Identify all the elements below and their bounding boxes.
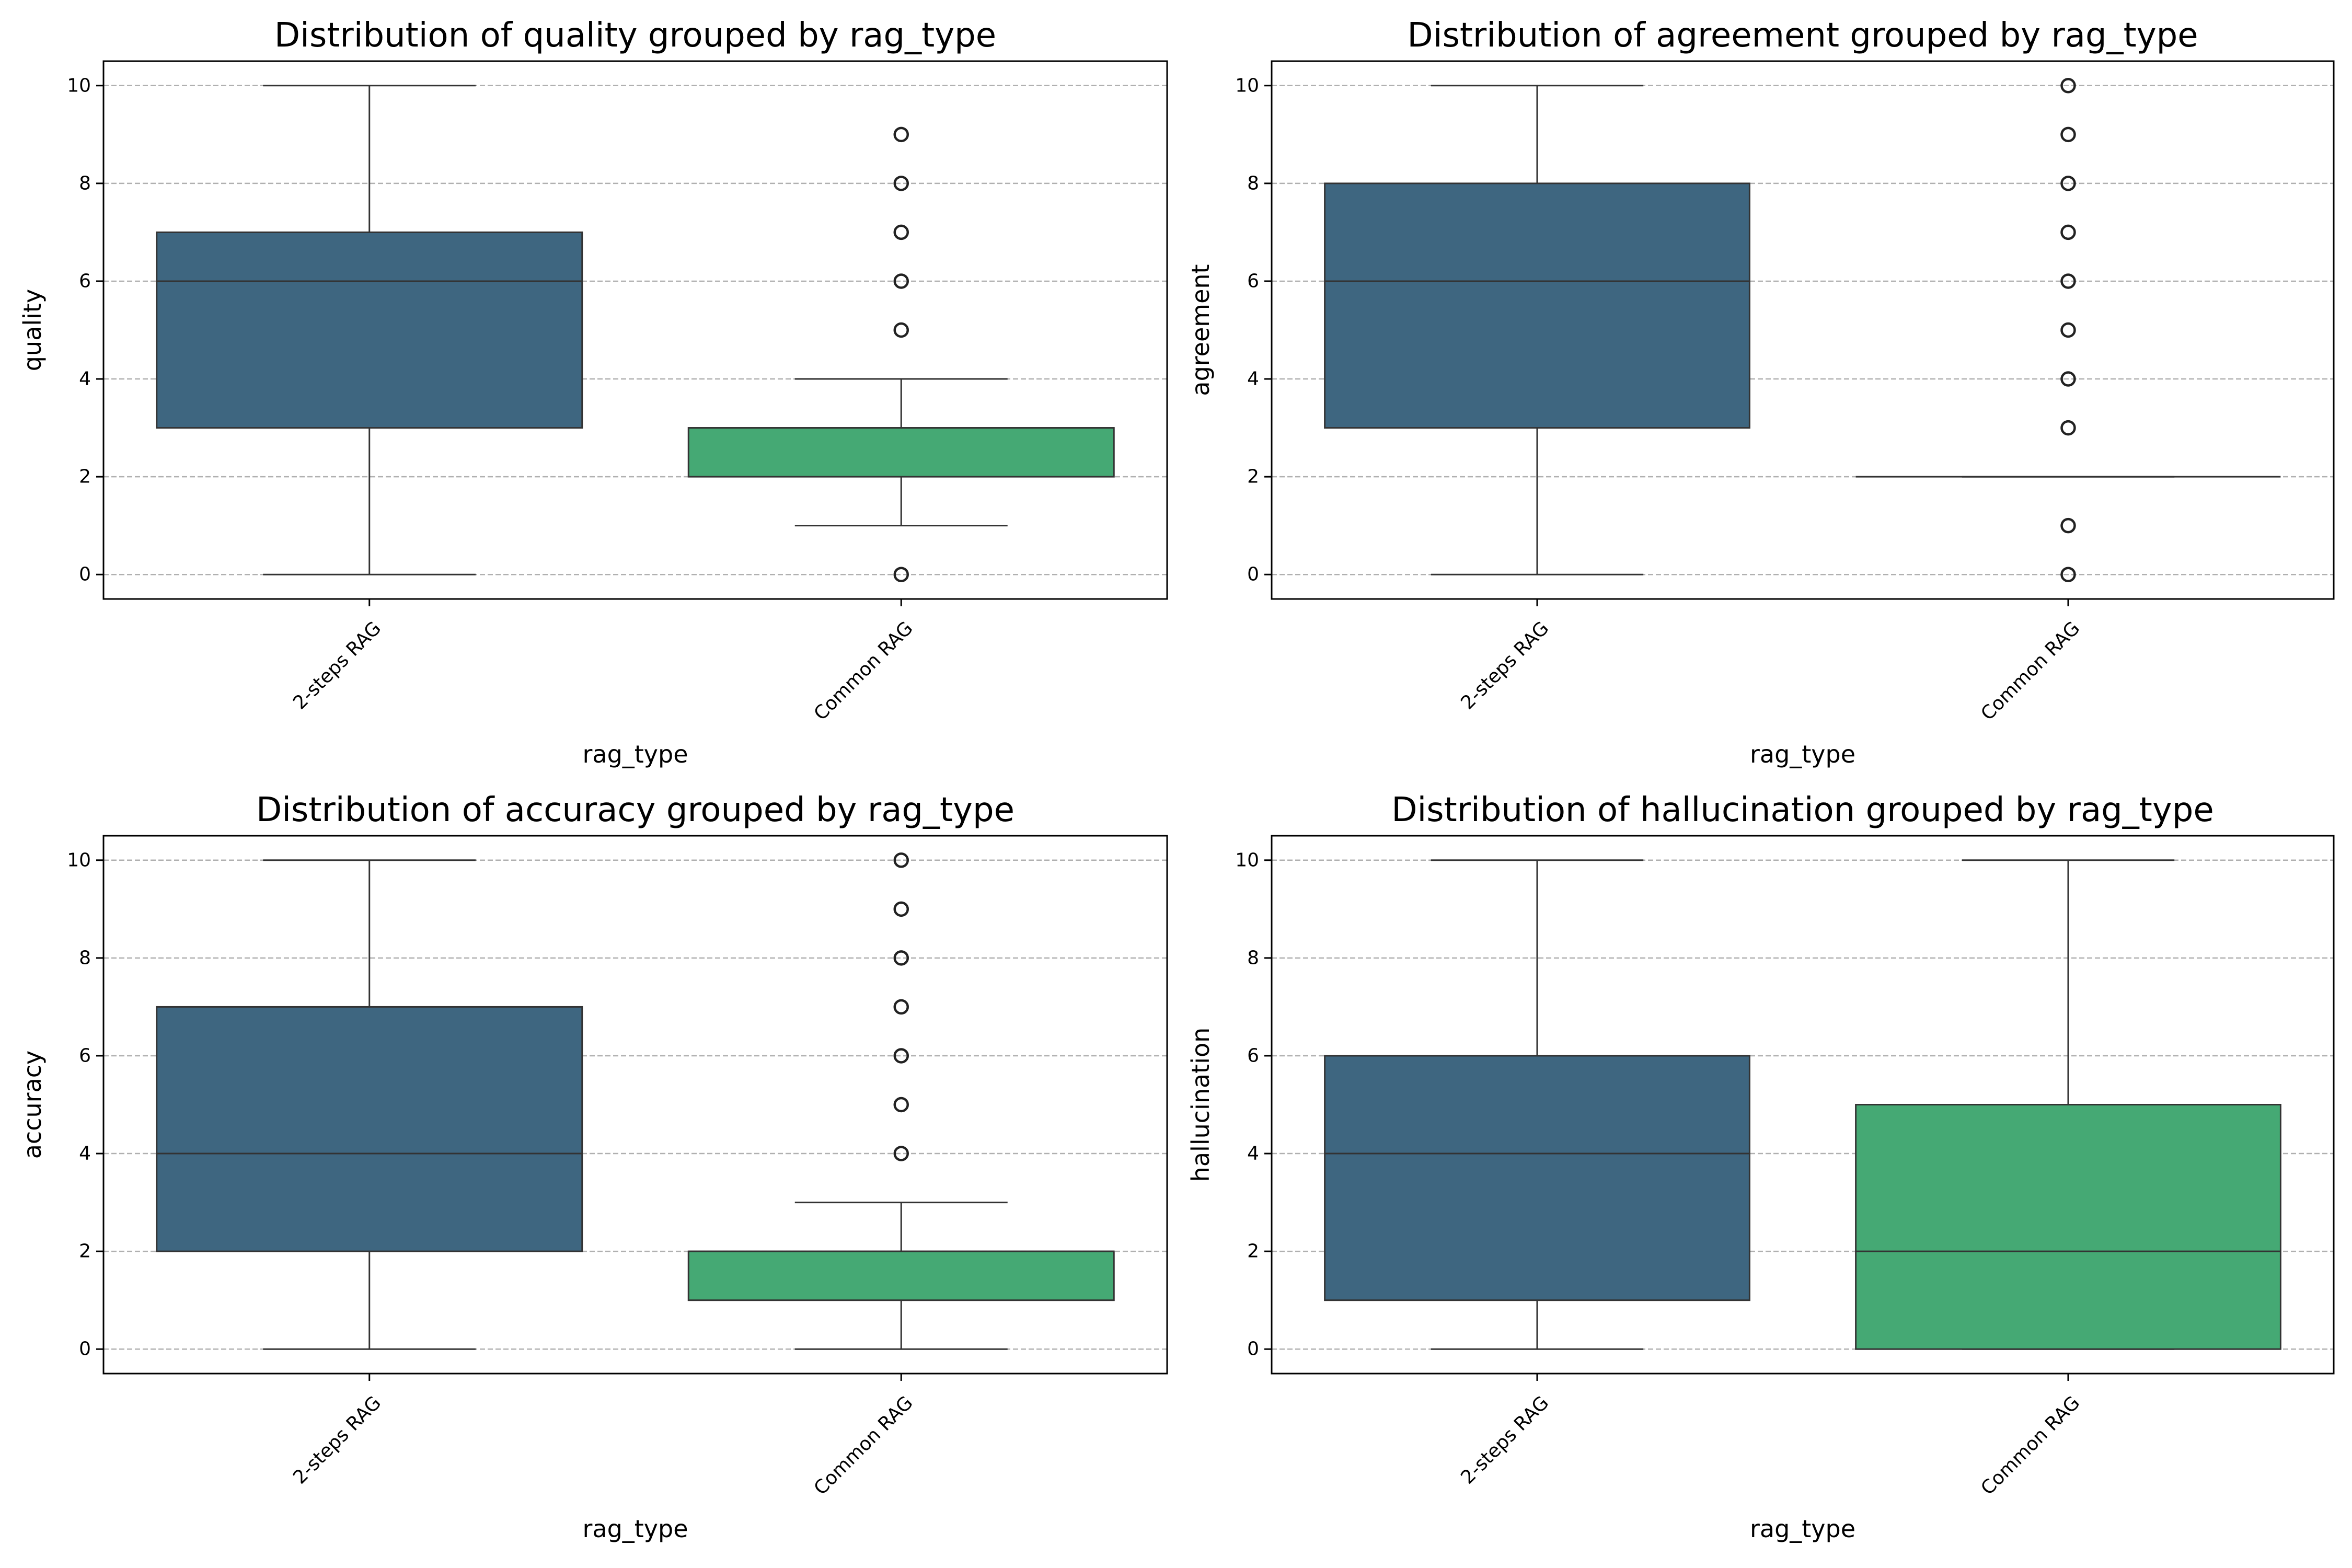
y-tick-label: 0 [79, 564, 91, 585]
box-common-rag [687, 852, 1115, 1350]
outlier-point [893, 999, 909, 1015]
outlier-point [2060, 126, 2076, 143]
outlier-point [893, 852, 909, 868]
y-tick-label: 6 [1247, 1045, 1259, 1066]
y-tick-label: 10 [67, 75, 91, 96]
y-axis-label: hallucination [1186, 1028, 1215, 1182]
outlier-point [2060, 273, 2076, 289]
iqr-box [1855, 1104, 2281, 1350]
y-tick-label: 2 [79, 466, 91, 488]
y-tick-label: 2 [79, 1241, 91, 1262]
x-axis-label: rag_type [582, 740, 688, 768]
y-tick-label: 10 [1235, 75, 1259, 96]
y-tick-label: 4 [1247, 1143, 1259, 1165]
outlier-point [893, 1097, 909, 1113]
outlier-point [2060, 567, 2076, 582]
y-axis-label: agreement [1186, 264, 1215, 396]
y-tick-label: 10 [1235, 849, 1259, 871]
box-common-rag [1855, 859, 2281, 1350]
outlier-point [2060, 176, 2076, 191]
y-tick-label: 6 [79, 270, 91, 292]
y-tick-label: 4 [79, 1143, 91, 1165]
y-axis-label: quality [18, 289, 47, 371]
iqr-box [687, 1250, 1115, 1301]
outlier-point [2060, 420, 2076, 436]
outlier-point [2060, 517, 2076, 534]
outlier-point [2060, 78, 2076, 94]
box-2-steps-rag [156, 85, 583, 575]
y-tick-label: 8 [79, 172, 91, 194]
y-tick-label: 8 [79, 947, 91, 969]
y-tick-label: 0 [1247, 564, 1259, 585]
y-tick-label: 6 [1247, 270, 1259, 292]
iqr-box [1324, 182, 1750, 429]
outlier-point [893, 322, 909, 338]
box-2-steps-rag [1324, 85, 1750, 575]
y-tick-label: 2 [1247, 1241, 1259, 1262]
y-tick-label: 8 [1247, 947, 1259, 969]
y-tick-label: 6 [79, 1045, 91, 1066]
y-axis-label: accuracy [18, 1051, 47, 1159]
y-tick-label: 0 [79, 1339, 91, 1360]
y-tick-label: 0 [1247, 1339, 1259, 1360]
outlier-point [893, 273, 909, 289]
iqr-box [156, 1006, 583, 1252]
box-common-rag [1855, 78, 2281, 582]
axes-frame [102, 60, 1168, 600]
outlier-point [893, 950, 909, 966]
y-tick-label: 4 [1247, 368, 1259, 390]
outlier-point [893, 224, 909, 240]
chart-title: Distribution of accuracy grouped by rag_… [256, 791, 1014, 829]
axes-frame [1271, 835, 2335, 1375]
y-tick-label: 4 [79, 368, 91, 390]
box-common-rag [687, 126, 1115, 582]
y-tick-label: 8 [1247, 172, 1259, 194]
x-axis-label: rag_type [1750, 1515, 1855, 1543]
iqr-box [1324, 1055, 1750, 1301]
outlier-point [893, 901, 909, 917]
x-axis-label: rag_type [1750, 740, 1855, 768]
y-tick-label: 10 [67, 849, 91, 871]
outlier-point [2060, 371, 2076, 387]
outlier-point [893, 567, 909, 582]
outlier-point [893, 176, 909, 191]
axes-frame [1271, 60, 2335, 600]
y-tick-label: 2 [1247, 466, 1259, 488]
iqr-box [687, 427, 1115, 478]
chart-title: Distribution of quality grouped by rag_t… [274, 16, 996, 55]
box-2-steps-rag [1324, 859, 1750, 1350]
outlier-point [2060, 224, 2076, 240]
iqr-box [156, 231, 583, 429]
chart-title: Distribution of hallucination grouped by… [1391, 791, 2214, 829]
outlier-point [893, 126, 909, 143]
outlier-point [2060, 322, 2076, 338]
box-2-steps-rag [156, 859, 583, 1350]
x-axis-label: rag_type [582, 1515, 688, 1543]
outlier-point [893, 1048, 909, 1064]
outlier-point [893, 1146, 909, 1161]
axes-frame [102, 835, 1168, 1375]
chart-title: Distribution of agreement grouped by rag… [1407, 16, 2198, 55]
